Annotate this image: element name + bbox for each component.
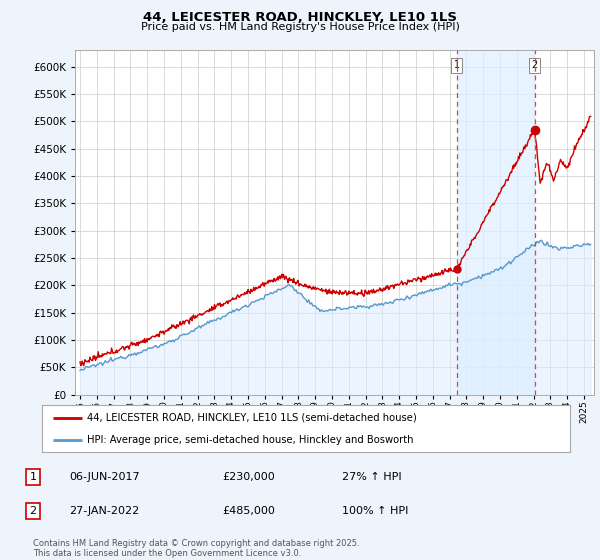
Text: 06-JUN-2017: 06-JUN-2017 [69, 472, 140, 482]
Text: 44, LEICESTER ROAD, HINCKLEY, LE10 1LS (semi-detached house): 44, LEICESTER ROAD, HINCKLEY, LE10 1LS (… [87, 413, 416, 423]
Text: HPI: Average price, semi-detached house, Hinckley and Bosworth: HPI: Average price, semi-detached house,… [87, 435, 413, 445]
Text: 2: 2 [29, 506, 37, 516]
Text: 2: 2 [532, 60, 538, 70]
Text: Contains HM Land Registry data © Crown copyright and database right 2025.
This d: Contains HM Land Registry data © Crown c… [33, 539, 359, 558]
Text: Price paid vs. HM Land Registry's House Price Index (HPI): Price paid vs. HM Land Registry's House … [140, 22, 460, 32]
Text: 44, LEICESTER ROAD, HINCKLEY, LE10 1LS: 44, LEICESTER ROAD, HINCKLEY, LE10 1LS [143, 11, 457, 24]
Text: 1: 1 [29, 472, 37, 482]
Bar [457, 50, 535, 395]
Text: 27-JAN-2022: 27-JAN-2022 [69, 506, 139, 516]
Text: 100% ↑ HPI: 100% ↑ HPI [342, 506, 409, 516]
Text: 1: 1 [454, 60, 460, 70]
Text: 27% ↑ HPI: 27% ↑ HPI [342, 472, 401, 482]
Text: £230,000: £230,000 [222, 472, 275, 482]
Text: £485,000: £485,000 [222, 506, 275, 516]
